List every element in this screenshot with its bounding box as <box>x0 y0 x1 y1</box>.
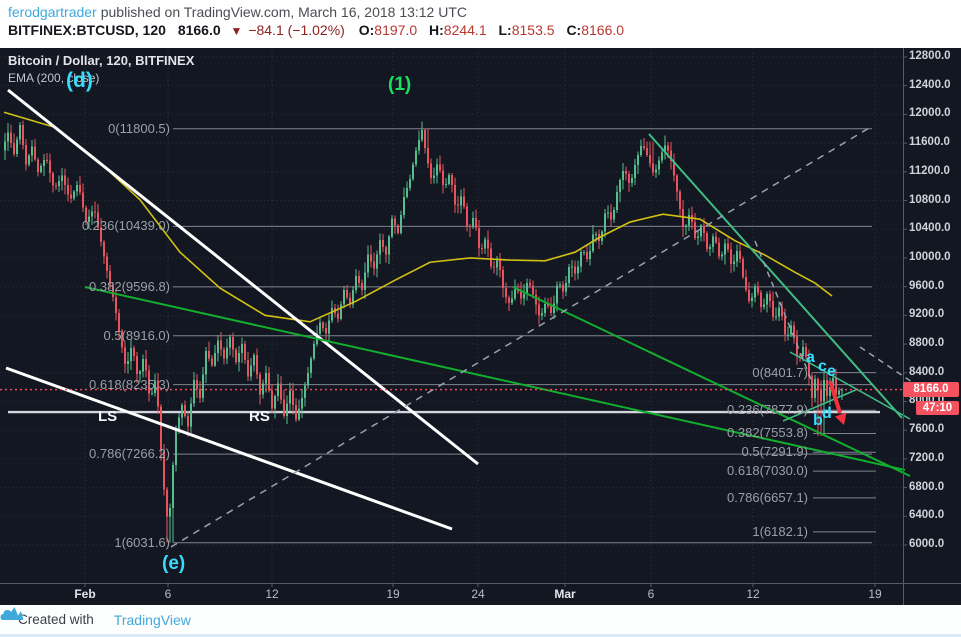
fib-label-minor: 0.786(6657.1) <box>727 489 808 505</box>
time-axis-label: 6 <box>164 587 172 601</box>
open-label: O: <box>358 22 375 38</box>
ascending-dashed-line[interactable] <box>170 127 870 548</box>
created-with-footer: Created with TradingView <box>0 605 961 637</box>
time-axis-label: 19 <box>868 587 882 601</box>
price-axis-label: 9600.0 <box>909 279 945 292</box>
symbol-ohlc-bar: BITFINEX:BTCUSD, 120 8166.0 ▼ −84.1 (−1.… <box>0 20 961 38</box>
price-axis-label: 12400.0 <box>909 78 951 91</box>
wave-label-RS: RS <box>249 408 270 425</box>
white-trendline-upper[interactable] <box>7 88 479 466</box>
price-axis-label: 10400.0 <box>909 222 951 235</box>
wave-label-b: b <box>813 412 823 429</box>
chart-legend: Bitcoin / Dollar, 120, BITFINEX EMA (200… <box>8 53 194 85</box>
fib-label-minor: 1(6182.1) <box>752 523 808 539</box>
axis-borders <box>0 48 961 605</box>
symbol-legend-title: Bitcoin / Dollar, 120, BITFINEX <box>8 53 195 68</box>
close-label: C: <box>566 22 582 38</box>
ema-indicator-label: EMA (200, close) <box>8 71 100 85</box>
price-axis-label: 6000.0 <box>909 538 945 550</box>
wave-label-1: (1) <box>388 74 412 95</box>
wave-label-c: c <box>818 358 827 375</box>
time-axis-label: 12 <box>265 587 279 601</box>
price-axis-label: 7600.0 <box>909 423 945 436</box>
green-support-line[interactable] <box>84 286 906 471</box>
publish-info: published on TradingView.com, March 16, … <box>100 4 468 20</box>
tradingview-brand-link[interactable]: TradingView <box>113 611 191 628</box>
price-axis-label: 7200.0 <box>909 451 945 464</box>
fib-retracement-major <box>173 128 872 544</box>
time-axis-label: 24 <box>471 587 485 601</box>
red-sell-arrow <box>828 380 847 425</box>
fib-label-minor: 0.236(7877.9) <box>727 402 808 418</box>
fib-label-major: 0.618(8235.3) <box>89 376 170 392</box>
fib-label-major: 0.786(7266.2) <box>89 446 170 462</box>
teal-downtrend-line[interactable] <box>648 133 903 419</box>
fib-label-major: 0(11800.5) <box>108 120 170 136</box>
fib-label-minor: 0(8401.7) <box>752 364 808 380</box>
price-axis-label: 11200.0 <box>909 164 950 177</box>
white-trendline-lower[interactable] <box>5 366 453 531</box>
fib-label-minor: 0.5(7291.9) <box>741 444 809 460</box>
price-axis-label: 9200.0 <box>909 308 945 321</box>
fib-label-major: 0.382(9596.8) <box>89 278 170 294</box>
price-axis-label: 12000.0 <box>909 107 951 120</box>
close-value: 8166.0 <box>581 22 625 38</box>
publish-line: ferodgartrader published on TradingView.c… <box>0 0 961 20</box>
wave-label-a: a <box>806 349 815 366</box>
low-label: L: <box>498 22 512 38</box>
header-last-price: 8166.0 <box>177 22 221 38</box>
time-axis-label: 12 <box>746 587 760 601</box>
time-axis-label: Feb <box>74 587 96 601</box>
last-price-badge: 8166.0 <box>903 382 959 397</box>
publish-header: ferodgartrader published on TradingView.c… <box>0 0 961 48</box>
price-axis-label: 6400.0 <box>909 509 945 522</box>
price-axis-label: 6800.0 <box>909 480 945 493</box>
fib-label-minor: 0.382(7553.8) <box>727 425 808 441</box>
price-change: −84.1 (−1.02%) <box>248 22 345 38</box>
open-value: 8197.0 <box>374 22 418 38</box>
price-axis-label: 10800.0 <box>909 193 951 206</box>
candlesticks <box>4 120 843 543</box>
fib-label-minor: 0.618(7030.0) <box>727 463 808 479</box>
ema-200-line <box>3 111 833 323</box>
bar-countdown-badge: 47:10 <box>916 401 959 415</box>
wave-label-LS: LS <box>98 408 118 425</box>
price-axis-label: 12800.0 <box>909 50 951 62</box>
high-value: 8244.1 <box>443 22 487 38</box>
descending-dashed-segment[interactable] <box>754 240 814 385</box>
fib-label-major: 0.5(8916.0) <box>103 327 171 343</box>
symbol-title[interactable]: BITFINEX:BTCUSD, 120 <box>8 22 166 38</box>
price-axis-label: 11600.0 <box>909 136 950 149</box>
time-axis-label: Mar <box>554 587 576 601</box>
price-axis-label: 10000.0 <box>909 250 951 263</box>
author-link[interactable]: ferodgartrader <box>8 4 97 20</box>
wave-label-d: d <box>822 405 832 422</box>
triangle-upper-line[interactable] <box>789 351 911 420</box>
triangle-lower-line[interactable] <box>782 388 859 422</box>
fib-label-major: 1(6031.6) <box>114 534 170 550</box>
green-support-line-2[interactable] <box>512 286 911 477</box>
price-axis-label: 8400.0 <box>909 365 945 378</box>
down-triangle-icon: ▼ <box>230 24 243 38</box>
price-axis-label: 8800.0 <box>909 337 945 350</box>
wave-label-e: e <box>827 363 836 380</box>
created-with-label: Created with <box>18 612 94 627</box>
high-label: H: <box>429 22 444 38</box>
wave-label-e: (e) <box>162 553 186 574</box>
fib-label-major: 0.236(10439.0) <box>81 218 170 234</box>
time-axis-label: 19 <box>386 587 400 601</box>
wave-label-d: (d) <box>66 69 93 92</box>
low-value: 8153.5 <box>511 22 555 38</box>
time-axis-label: 6 <box>647 587 655 601</box>
